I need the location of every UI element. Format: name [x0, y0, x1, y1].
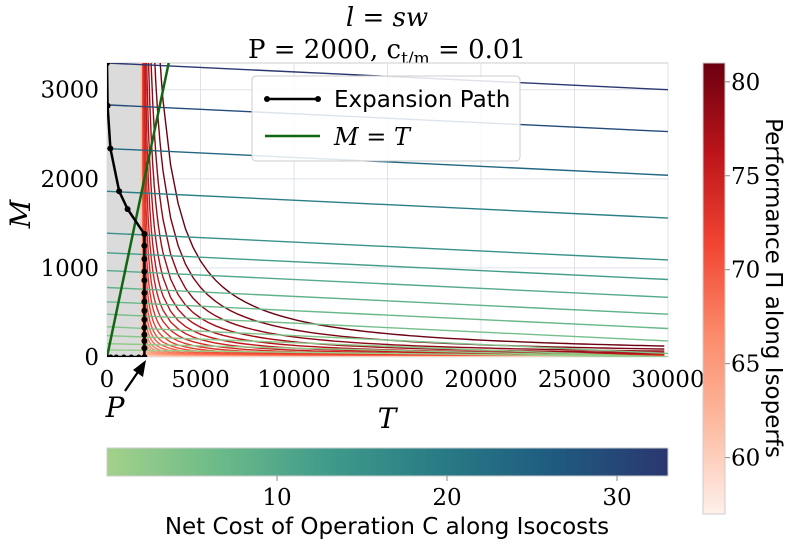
legend-expansion-label: Expansion Path — [334, 87, 510, 113]
x-tick-label: 5000 — [171, 367, 230, 393]
y-tick-label: 2000 — [40, 167, 99, 193]
isocost-line — [107, 232, 668, 261]
annotation-arrow-head — [133, 360, 146, 377]
x-tick-label: 0 — [100, 367, 115, 393]
expansion-path-point — [141, 256, 148, 262]
title-line2-main: P = 2000, c — [248, 35, 401, 65]
isocost-colorbar-tick-label: 20 — [432, 485, 461, 511]
isocost-line — [107, 269, 668, 299]
expansion-path-group — [107, 63, 148, 357]
y-axis-label: M — [4, 198, 37, 229]
x-tick-label: 30000 — [631, 367, 704, 393]
x-tick-label: 15000 — [351, 367, 424, 393]
isocost-line — [107, 252, 668, 281]
expansion-path-point — [141, 307, 148, 314]
expansion-path-point — [107, 102, 111, 109]
expansion-path-point — [141, 289, 148, 296]
identity-line — [107, 63, 170, 357]
isocost-line — [107, 342, 668, 357]
x-tick-label: 10000 — [257, 367, 330, 393]
isoperf-colorbar-gradient — [702, 62, 726, 515]
isocost-line — [107, 326, 668, 355]
annotation-label: P — [105, 391, 126, 424]
expansion-path-point — [124, 206, 131, 213]
bottom-path-point — [128, 354, 134, 357]
isoperf-line — [159, 63, 665, 347]
isoperf-colorbar-tick-label: 75 — [731, 164, 760, 190]
y-tick-label: 0 — [84, 345, 99, 371]
legend: Expansion Path M = T — [251, 75, 521, 162]
isoperf-line — [150, 63, 665, 352]
bottom-path-point — [108, 354, 114, 357]
expansion-path-point — [141, 316, 148, 323]
isocost-colorbar-tick-label: 30 — [602, 485, 631, 511]
isocost-line — [107, 349, 668, 357]
expansion-path-point — [141, 231, 148, 238]
isocost-line — [107, 301, 668, 330]
legend-identity-label: M = T — [333, 123, 412, 151]
isoperf-line — [146, 63, 665, 355]
isoperf-line — [140, 63, 665, 357]
expansion-path-point — [141, 298, 148, 305]
isocost-line — [107, 334, 668, 357]
x-tick-label: 20000 — [444, 367, 517, 393]
plot-content — [107, 63, 668, 357]
isocost-line — [107, 190, 668, 219]
expansion-path-point — [141, 345, 148, 352]
x-tick-label: 25000 — [538, 367, 611, 393]
isocost-colorbar: 10 20 30 Net Cost of Operation C along Iso… — [106, 447, 669, 540]
bottom-path-point — [113, 354, 119, 357]
expansion-path-point — [107, 145, 114, 152]
bottom-path-point — [121, 354, 127, 357]
isoperf-colorbar-tick-label: 80 — [731, 70, 760, 96]
isocost-line — [107, 147, 668, 176]
title-line2-end: = 0.01 — [430, 35, 526, 65]
isoperf-colorbar-tick-label: 65 — [731, 352, 760, 378]
chart-title-line1: l = sw — [346, 3, 428, 33]
expansion-path-point — [141, 277, 148, 284]
isocost-colorbar-label: Net Cost of Operation C along Isocosts — [165, 514, 609, 540]
identity-line-group — [107, 63, 170, 357]
y-tick-label: 3000 — [40, 78, 99, 104]
isocost-colorbar-gradient — [106, 447, 669, 477]
expansion-path-point — [141, 331, 148, 338]
isoperf-colorbar-tick-label: 70 — [731, 258, 760, 284]
expansion-path-point — [141, 337, 148, 344]
isocost-line — [107, 313, 668, 342]
expansion-path-point — [107, 63, 110, 66]
expansion-path-point — [116, 188, 123, 195]
expansion-path-point — [141, 242, 148, 249]
axes: 0 5000 10000 15000 20000 25000 30000 0 1000 2000 3… — [40, 78, 704, 393]
isocost-line — [107, 286, 668, 315]
legend-expansion-marker-left — [264, 96, 270, 102]
isoperf-colorbar-label: Performance Π along Isoperfs — [760, 118, 786, 458]
bottom-path-point — [136, 354, 142, 357]
expansion-path-point — [141, 268, 148, 275]
x-axis-label: T — [378, 402, 399, 435]
annotation: P — [105, 360, 146, 424]
isocost-colorbar-tick-label: 10 — [262, 485, 291, 511]
legend-expansion-marker-right — [315, 96, 321, 102]
bottom-path-point — [141, 354, 147, 357]
expansion-path-point — [141, 324, 148, 331]
isocost-lines — [107, 63, 668, 357]
isoperf-colorbar-tick-label: 60 — [731, 446, 760, 472]
y-tick-label: 1000 — [40, 256, 99, 282]
isoperf-colorbar: 60 65 70 75 80 Performance Π along Isoperfs — [702, 62, 786, 515]
